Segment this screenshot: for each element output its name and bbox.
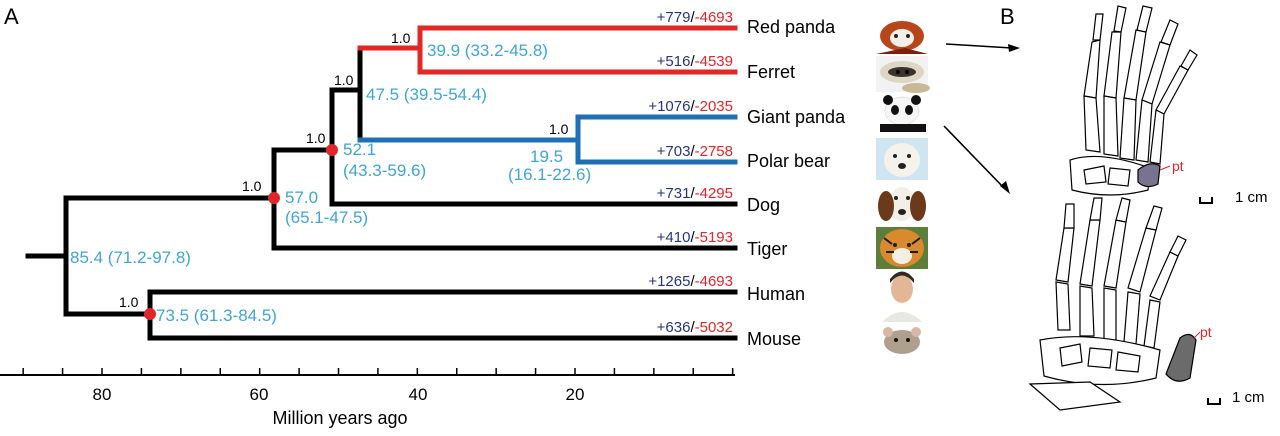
gene-count: +1076/-2035: [648, 98, 733, 115]
gene-loss: -4693: [695, 9, 733, 26]
node-age: 47.5 (39.5-54.4): [366, 85, 487, 104]
axis-tick-label: 60: [250, 385, 269, 404]
human-photo: [876, 270, 928, 322]
gene-gain: +779: [657, 9, 691, 26]
support-value: 1.0: [242, 178, 262, 194]
gene-count: +779/-4693: [657, 9, 733, 26]
gene-gain: +636: [657, 319, 691, 336]
scale-bar-label: 1 cm: [1232, 389, 1265, 406]
species-name: Dog: [747, 195, 780, 215]
tiger-photo: [876, 227, 928, 269]
support-value: 1.0: [391, 30, 411, 46]
scale-bar: 1 cm: [1207, 389, 1265, 406]
arrowhead: [1008, 44, 1020, 52]
arrowhead: [1000, 181, 1010, 194]
panel-label-b: B: [1000, 4, 1015, 29]
gene-loss: -4693: [695, 273, 733, 290]
gene-loss: -5193: [695, 229, 733, 246]
gene-gain: +1076: [648, 98, 690, 115]
arrow-giant-panda: [943, 125, 1005, 189]
axis-tick-label: 20: [566, 385, 585, 404]
node-age: 85.4 (71.2-97.8): [70, 248, 191, 267]
gene-gain: +703: [657, 143, 691, 160]
node-age: 73.5 (61.3-84.5): [156, 306, 277, 325]
gene-gain: +731: [657, 185, 691, 202]
gene-count: +1265/-4693: [648, 273, 733, 290]
axis-tick-label: 40: [409, 385, 428, 404]
time-axis: 80 60 40 20 Million years ago: [0, 368, 735, 428]
gene-gain: +410: [657, 229, 691, 246]
red-panda-photo: [876, 10, 928, 54]
scale-bar: 1 cm: [1199, 189, 1268, 206]
gene-count: +731/-4295: [657, 185, 733, 202]
pt-leader-line: [1159, 165, 1171, 171]
species-name: Red panda: [747, 17, 836, 37]
node-age: 39.9 (33.2-45.8): [427, 41, 548, 60]
arrow-red-panda: [945, 43, 1013, 49]
pt-label: pt: [1172, 158, 1184, 174]
scale-bar-label: 1 cm: [1235, 189, 1268, 206]
gene-count: +703/-2758: [657, 143, 733, 160]
giant-panda-hand-skeleton: [1028, 197, 1197, 411]
support-value: 1.0: [334, 72, 354, 88]
node-age: 52.1: [343, 140, 376, 159]
species-name: Ferret: [747, 62, 795, 82]
node-ages: 39.9 (33.2-45.8) 47.5 (39.5-54.4) 19.5 (…: [70, 41, 591, 325]
node-age: (65.1-47.5): [285, 208, 368, 227]
node-age: 57.0: [285, 188, 318, 207]
support-values: 1.0 1.0 1.0 1.0 1.0 1.0: [119, 30, 569, 310]
axis-title: Million years ago: [272, 408, 407, 428]
gene-gain: +1265: [648, 273, 690, 290]
species-name: Mouse: [747, 329, 801, 349]
gene-count: +516/-4539: [657, 53, 733, 70]
axis-tick-label: 80: [93, 385, 112, 404]
gene-count: +636/-5032: [657, 319, 733, 336]
calibration-node: [144, 308, 156, 320]
species-photos: [876, 10, 930, 360]
gene-loss: -2035: [695, 98, 733, 115]
node-age: 19.5: [530, 147, 563, 166]
calibration-node: [326, 144, 338, 156]
support-value: 1.0: [119, 294, 139, 310]
ferret-photo: [876, 56, 930, 93]
species-name: Human: [747, 284, 805, 304]
gene-loss: -5032: [695, 319, 733, 336]
pt-leader-line: [1193, 331, 1201, 339]
calibration-node: [268, 192, 280, 204]
species-name: Giant panda: [747, 107, 846, 127]
mouse-photo: [876, 322, 928, 360]
gene-loss: -2758: [695, 143, 733, 160]
gene-gain: +516: [657, 53, 691, 70]
species-name: Tiger: [747, 239, 787, 259]
support-value: 1.0: [549, 121, 569, 137]
node-age: (43.3-59.6): [343, 161, 426, 180]
species-name: Polar bear: [747, 151, 830, 171]
gene-counts: +779/-4693 +516/-4539 +1076/-2035 +703/-…: [648, 9, 733, 336]
node-age: (16.1-22.6): [508, 165, 591, 184]
panel-label-a: A: [4, 4, 19, 29]
support-value: 1.0: [306, 130, 326, 146]
species-labels: Red panda Ferret Giant panda Polar bear …: [747, 17, 846, 349]
polar-bear-photo: [876, 138, 928, 180]
pt-label: pt: [1200, 324, 1212, 340]
dog-photo: [876, 183, 928, 225]
gene-loss: -4295: [695, 185, 733, 202]
tree-branches: [25, 25, 738, 341]
gene-loss: -4539: [695, 53, 733, 70]
pointer-arrows: [943, 43, 1020, 194]
giant-panda-photo: [876, 95, 928, 132]
gene-count: +410/-5193: [657, 229, 733, 246]
axis-minor-ticks: [22, 368, 734, 375]
red-panda-hand-skeleton: [1069, 5, 1198, 196]
